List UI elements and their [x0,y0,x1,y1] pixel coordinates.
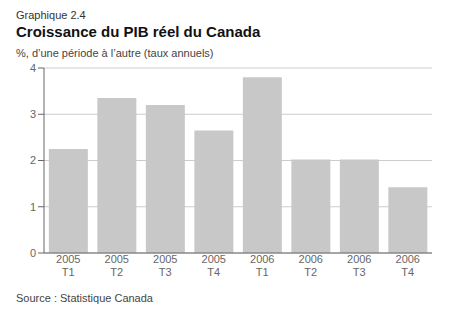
svg-text:2: 2 [30,154,36,166]
svg-text:2006T3: 2006T3 [347,253,371,278]
svg-text:4: 4 [30,62,36,74]
svg-text:0: 0 [30,247,36,259]
html-text:Source : Statistique Canada: Source : Statistique Canada [16,292,153,304]
svg-text:2006T4: 2006T4 [396,253,420,278]
html-text:Graphique 2.4: Graphique 2.4 [16,9,86,21]
svg-text:2005T3: 2005T3 [153,253,177,278]
html-text:%, d’une période à l’autre (ta: %, d’une période à l’autre (taux annuels… [16,47,214,59]
svg-text:2006T2: 2006T2 [299,253,323,278]
svg-text:1: 1 [30,201,36,213]
svg-text:2006T1: 2006T1 [250,253,274,278]
svg-text:3: 3 [30,108,36,120]
svg-text:2005T4: 2005T4 [202,253,226,278]
svg-text:2005T2: 2005T2 [105,253,129,278]
html-text:Croissance du PIB réel du Cana: Croissance du PIB réel du Canada [16,23,261,40]
svg-text:2005T1: 2005T1 [56,253,80,278]
